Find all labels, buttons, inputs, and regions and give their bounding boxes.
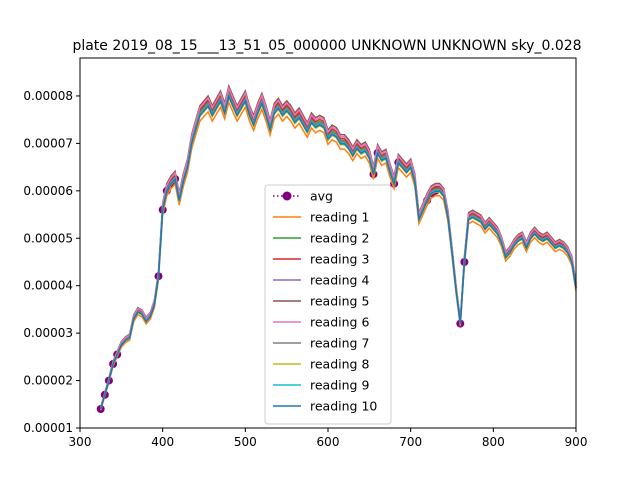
legend-label: reading 7 [310, 336, 369, 351]
legend-label: reading 2 [310, 231, 369, 246]
x-tick-label: 800 [482, 435, 505, 449]
legend-label: reading 4 [310, 273, 369, 288]
x-tick-label: 700 [399, 435, 422, 449]
y-tick-label: 0.00008 [23, 89, 73, 103]
reading-10-line [99, 94, 577, 410]
legend-label: reading 8 [310, 357, 369, 372]
legend-label: avg [310, 189, 333, 204]
legend-label: reading 3 [310, 252, 369, 267]
y-tick-label: 0.00001 [23, 421, 73, 435]
x-tick-label: 900 [565, 435, 588, 449]
x-axis: 300 400 500 600 700 800 900 [69, 428, 588, 449]
legend: avg reading 1 reading 2 reading 3 reading 4 r… [264, 184, 392, 425]
legend-label: reading 5 [310, 294, 369, 309]
y-tick-label: 0.00005 [23, 231, 73, 245]
legend-label: reading 9 [310, 378, 369, 393]
x-tick-label: 600 [317, 435, 340, 449]
x-tick-label: 300 [69, 435, 92, 449]
y-axis: 0.00001 0.00002 0.00003 0.00004 0.00005 0.000… [23, 89, 80, 435]
legend-label: reading 1 [310, 210, 369, 225]
y-tick-label: 0.00004 [23, 279, 73, 293]
legend-label: reading 6 [310, 315, 369, 330]
y-tick-label: 0.00003 [23, 326, 73, 340]
reading-6-line [99, 86, 577, 408]
x-tick-label: 500 [234, 435, 257, 449]
legend-marker-avg [282, 191, 292, 201]
y-tick-label: 0.00007 [23, 136, 73, 150]
legend-label: reading 10 [310, 399, 377, 414]
y-tick-label: 0.00006 [23, 184, 73, 198]
chart-title: plate 2019_08_15___13_51_05_000000 UNKNO… [72, 38, 581, 54]
y-tick-label: 0.00002 [23, 374, 73, 388]
reading-1-line [99, 100, 577, 411]
plot-series-group [96, 83, 577, 413]
x-tick-label: 400 [151, 435, 174, 449]
